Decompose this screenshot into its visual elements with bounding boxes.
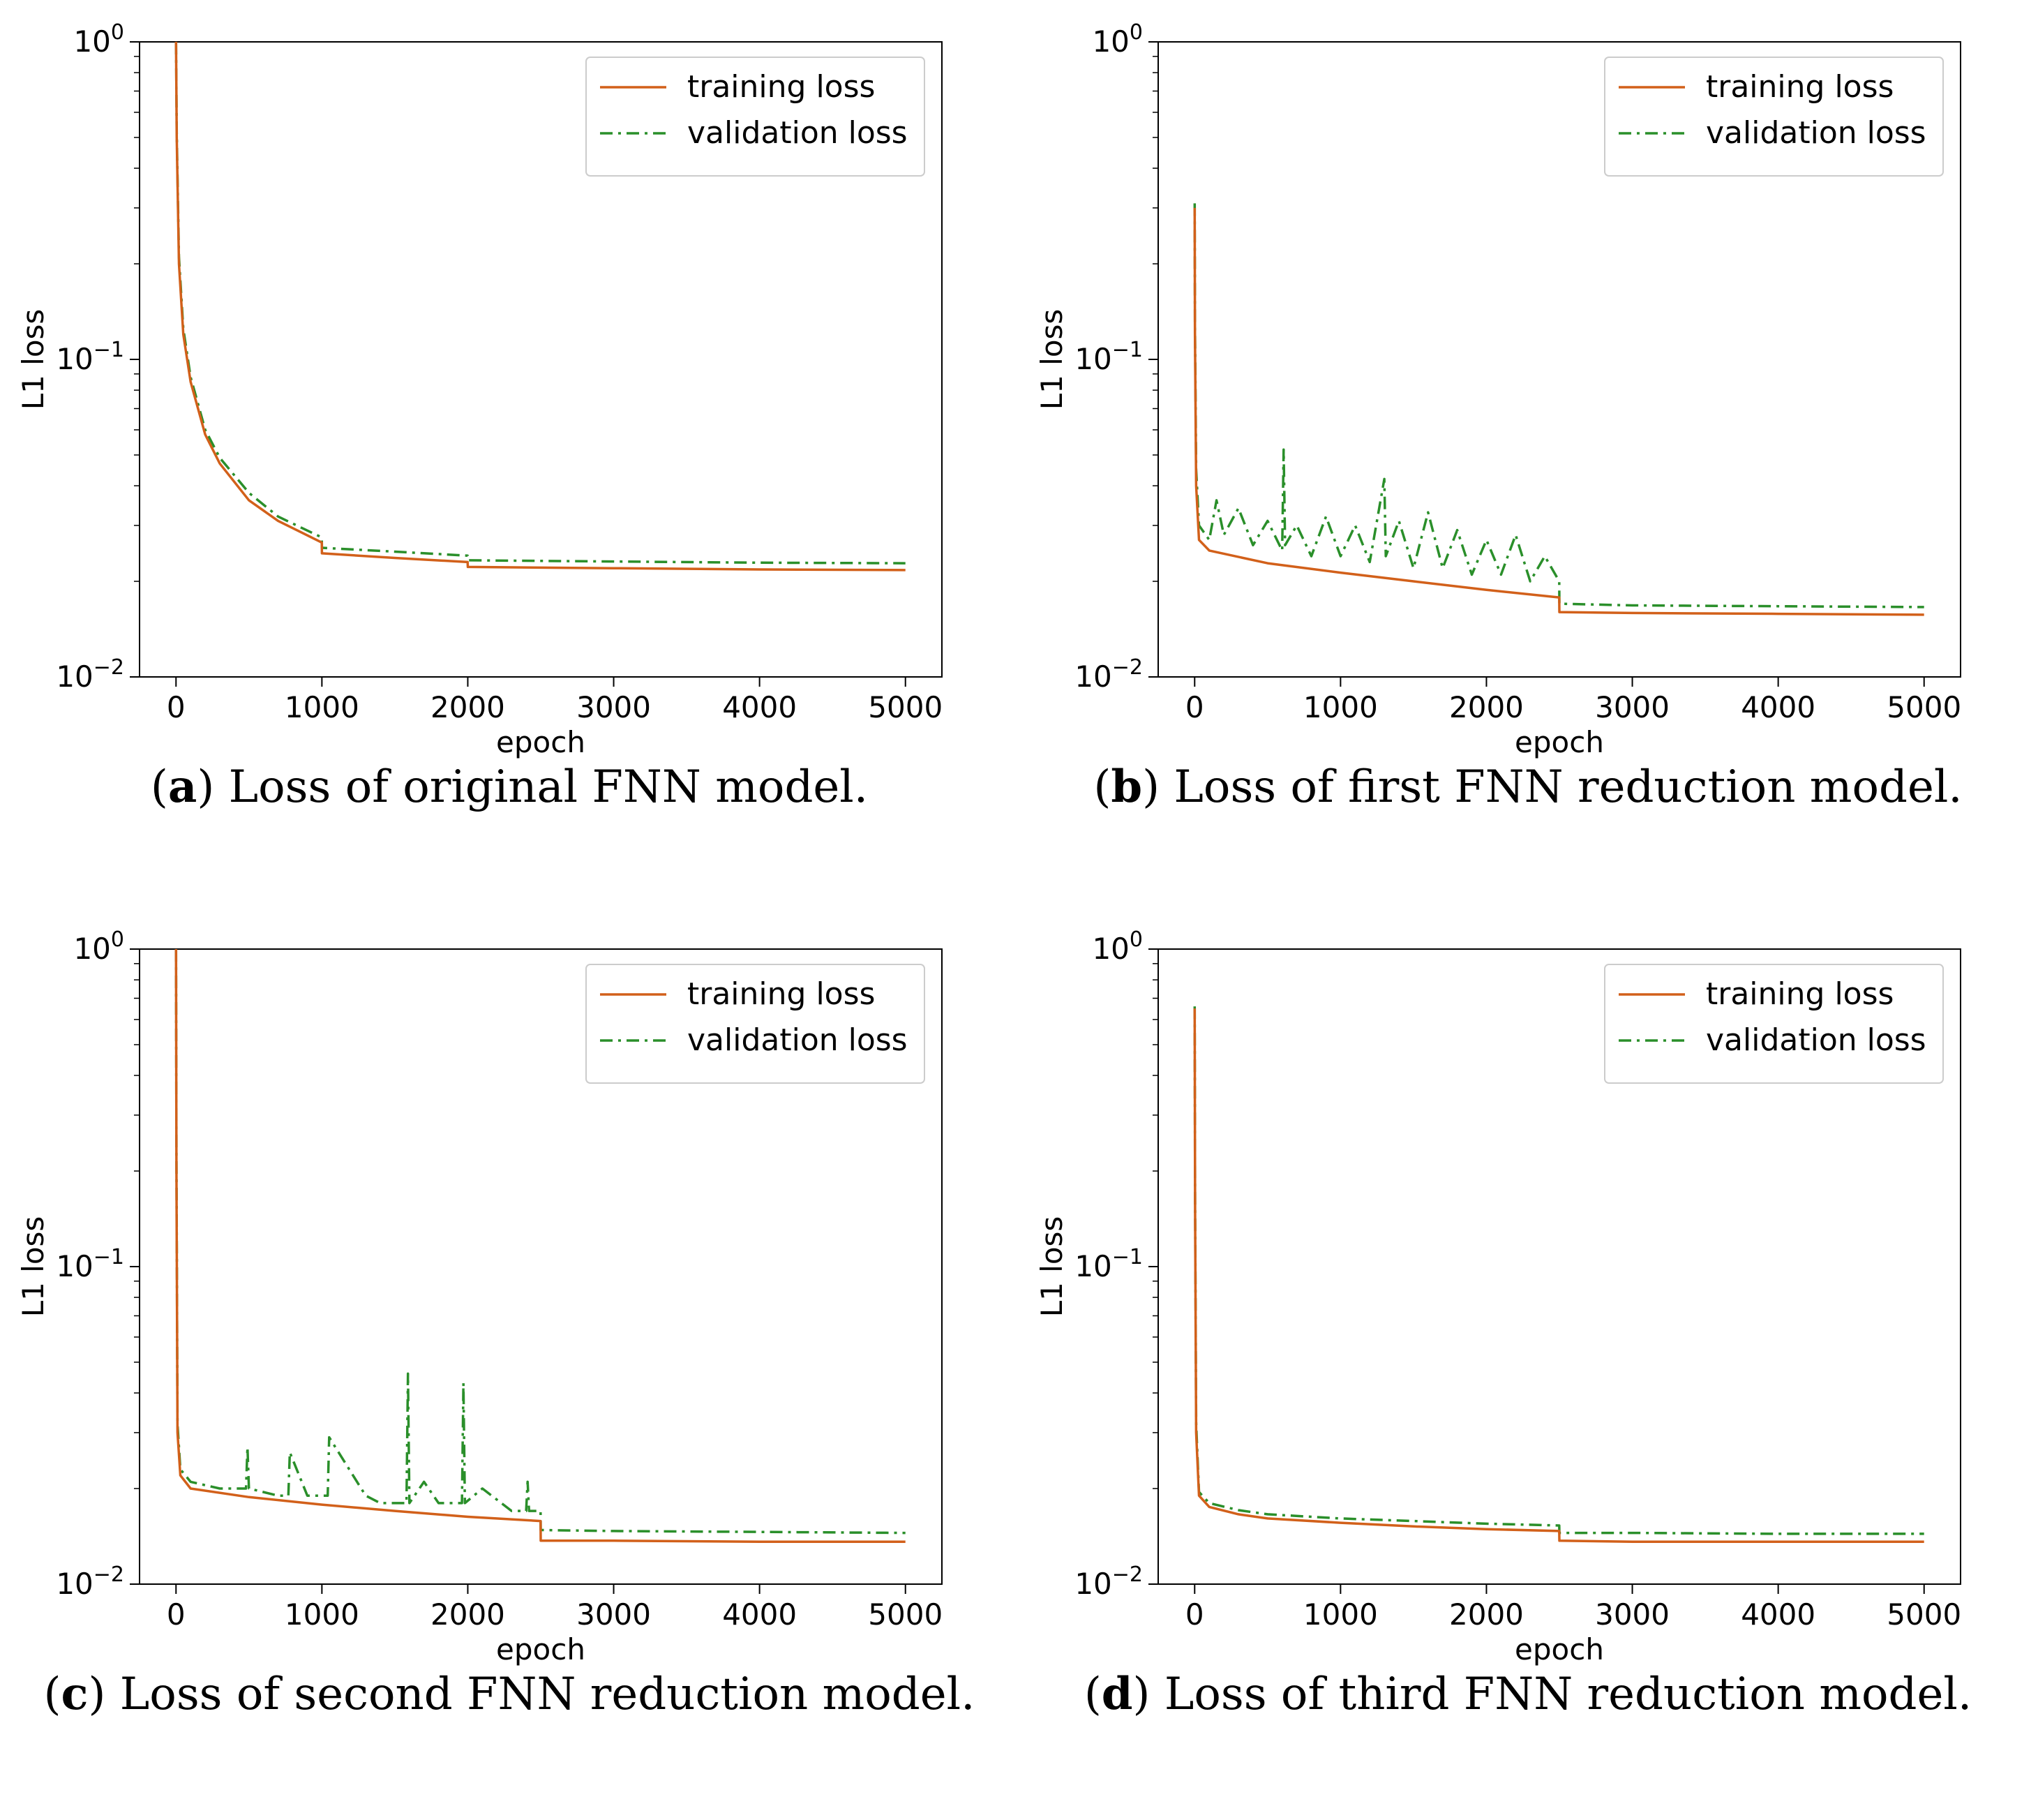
legend-box [585, 964, 925, 1084]
x-tick-label: 5000 [1887, 1597, 1961, 1632]
validation-loss-line [174, 41, 906, 565]
y-axis-label: L1 loss [1035, 1216, 1069, 1318]
legend-label: training loss [1706, 976, 1894, 1012]
y-axis-label: L1 loss [16, 1216, 50, 1318]
y-tick-label: 10−2 [56, 1562, 124, 1601]
y-axis-label: L1 loss [16, 309, 50, 410]
x-tick-label: 1000 [1303, 690, 1378, 724]
x-tick-label: 2000 [1449, 690, 1524, 724]
x-tick-label: 3000 [1595, 690, 1670, 724]
y-tick-label: 10−2 [1074, 1562, 1143, 1601]
legend-label: validation loss [1706, 1022, 1926, 1058]
y-tick-label: 10−2 [56, 655, 124, 694]
chart-b: 100 10−1 10−2 0 1000 2000 3000 4000 5000 epoch L1 … [1035, 20, 1961, 759]
caption-a: (a) Loss of original FNN model. [150, 761, 869, 813]
validation-loss-line [1193, 203, 1924, 609]
legend-label: training loss [687, 976, 875, 1012]
x-tick-label: 2000 [430, 690, 505, 724]
legend-box [585, 57, 925, 177]
x-tick-label: 0 [1185, 1597, 1204, 1632]
legend-label: validation loss [1706, 115, 1926, 151]
training-loss-line [1193, 207, 1924, 616]
x-tick-label: 0 [1185, 690, 1204, 724]
legend-label: training loss [1706, 69, 1894, 105]
x-tick-label: 1000 [285, 1597, 359, 1632]
training-loss-line [174, 41, 906, 572]
caption-text: Loss of second FNN reduction model. [119, 1669, 975, 1720]
x-tick-label: 1000 [285, 690, 359, 724]
validation-loss-line [174, 948, 906, 1535]
x-tick-label: 5000 [1887, 690, 1961, 724]
caption-text: Loss of third FNN reduction model. [1164, 1669, 1972, 1720]
x-tick-label: 1000 [1303, 1597, 1378, 1632]
caption-text: Loss of original FNN model. [228, 761, 869, 813]
caption-letter: d [1101, 1668, 1133, 1720]
legend-label: validation loss [687, 1022, 908, 1058]
y-tick-label: 10−1 [56, 1245, 124, 1283]
y-tick-label: 100 [73, 20, 124, 59]
caption-d: (d) Loss of third FNN reduction model. [1084, 1668, 1972, 1720]
validation-loss-line [1193, 1006, 1924, 1535]
y-tick-label: 10−1 [1074, 338, 1143, 376]
caption-text: Loss of first FNN reduction model. [1174, 761, 1963, 813]
x-tick-label: 5000 [868, 1597, 943, 1632]
training-loss-line [1193, 1008, 1924, 1543]
x-tick-label: 4000 [722, 690, 797, 724]
caption-c: (c) Loss of second FNN reduction model. [43, 1668, 975, 1720]
caption-letter: b [1111, 761, 1143, 813]
x-tick-label: 4000 [1741, 690, 1815, 724]
caption-letter: a [167, 761, 197, 813]
x-tick-label: 4000 [1741, 1597, 1815, 1632]
x-tick-label: 0 [167, 1597, 186, 1632]
panel-a: 100 10−1 10−2 0 1000 2000 3000 4000 5000 epoch L1 … [0, 0, 1019, 907]
training-loss-line [174, 948, 906, 1543]
legend-label: validation loss [687, 115, 908, 151]
caption-letter: c [61, 1668, 89, 1720]
x-tick-label: 3000 [576, 1597, 651, 1632]
x-tick-label: 3000 [576, 690, 651, 724]
legend-box [1604, 57, 1944, 177]
x-tick-label: 2000 [1449, 1597, 1524, 1632]
chart-a: 100 10−1 10−2 0 1000 2000 3000 4000 5000 epoch L1 … [16, 20, 943, 759]
chart-c: 100 10−1 10−2 0 1000 2000 3000 4000 5000 epoch L1 … [16, 927, 943, 1666]
x-axis-label: epoch [496, 1632, 585, 1666]
x-tick-label: 2000 [430, 1597, 505, 1632]
y-tick-label: 10−2 [1074, 655, 1143, 694]
caption-b: (b) Loss of first FNN reduction model. [1093, 761, 1963, 813]
y-tick-label: 10−1 [56, 338, 124, 376]
y-tick-label: 100 [1092, 20, 1143, 59]
x-tick-label: 3000 [1595, 1597, 1670, 1632]
panel-c: 100 10−1 10−2 0 1000 2000 3000 4000 5000 epoch L1 … [0, 907, 1019, 1814]
x-tick-label: 0 [167, 690, 186, 724]
x-axis-label: epoch [496, 725, 585, 759]
legend-box [1604, 964, 1944, 1084]
panel-d: 100 10−1 10−2 0 1000 2000 3000 4000 5000 epoch L1 … [1019, 907, 2037, 1814]
panel-b: 100 10−1 10−2 0 1000 2000 3000 4000 5000 epoch L1 … [1019, 0, 2037, 907]
y-tick-label: 100 [73, 927, 124, 966]
x-tick-label: 5000 [868, 690, 943, 724]
legend-label: training loss [687, 69, 875, 105]
x-axis-label: epoch [1515, 725, 1604, 759]
x-tick-label: 4000 [722, 1597, 797, 1632]
y-tick-label: 10−1 [1074, 1245, 1143, 1283]
chart-d: 100 10−1 10−2 0 1000 2000 3000 4000 5000 epoch L1 … [1035, 927, 1961, 1666]
y-axis-label: L1 loss [1035, 309, 1069, 410]
x-axis-label: epoch [1515, 1632, 1604, 1666]
y-tick-label: 100 [1092, 927, 1143, 966]
